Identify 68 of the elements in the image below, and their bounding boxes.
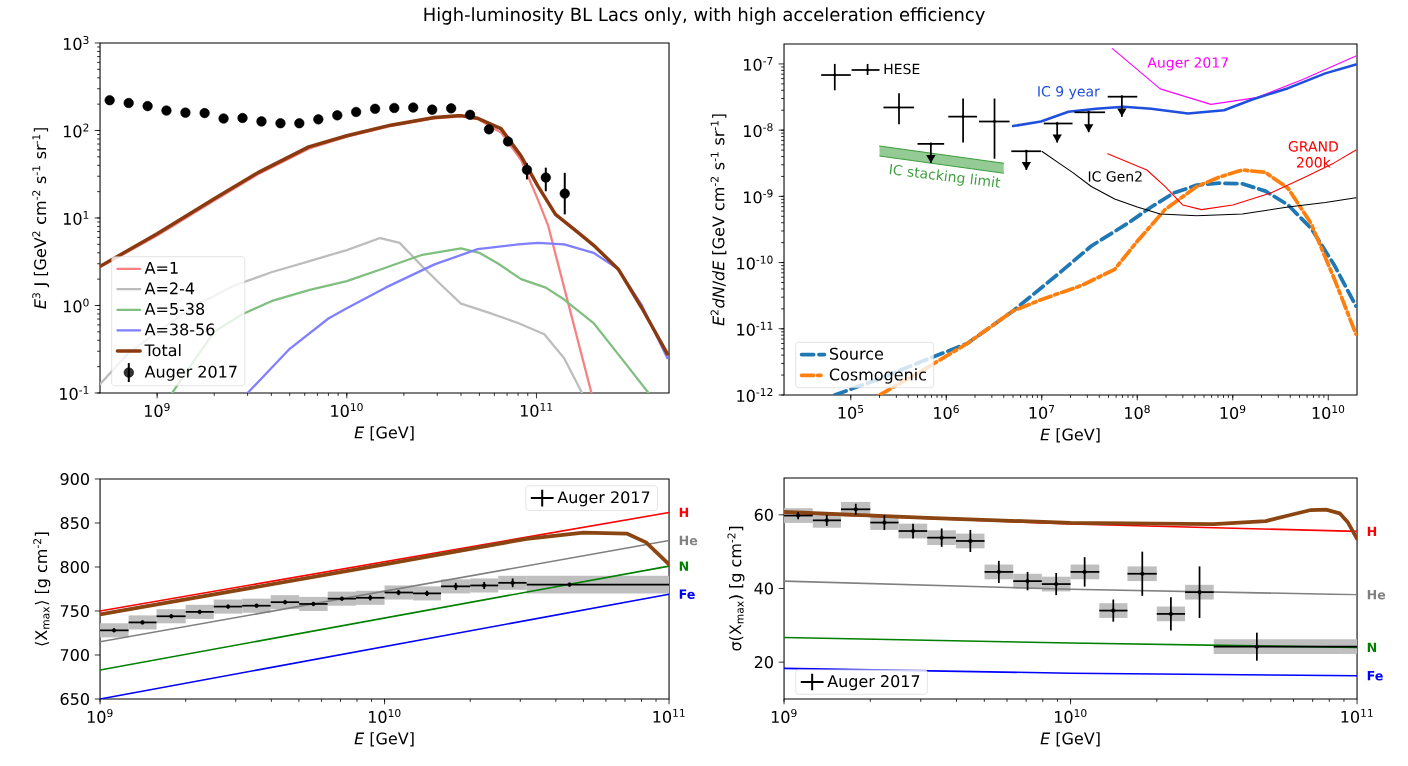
x-tick-label: 10$^{9}$ <box>771 709 797 723</box>
legend-label: Auger 2017 <box>144 365 237 381</box>
y-tick-label: 10$^{-12}$ <box>737 388 773 402</box>
y-axis-title: ⟨X$_{max}$⟩ [g cm$^{-2}$] <box>33 532 51 646</box>
x-tick-label: 10$^{9}$ <box>1220 405 1246 419</box>
y-tick-label: 750 <box>60 604 89 618</box>
y-tick-label: 10$^{-7}$ <box>744 57 773 71</box>
legend-label: A=38-56 <box>144 323 215 336</box>
x-axis-title: E [GeV] <box>354 426 414 441</box>
series-label: H <box>1367 526 1377 537</box>
x-tick-label: 10$^{9}$ <box>87 709 113 723</box>
series-label: HESE <box>884 63 920 75</box>
series-label: Fe <box>1367 671 1383 681</box>
y-tick-label: 650 <box>60 692 89 706</box>
legend-label: Source <box>829 347 884 360</box>
series-label: Fe <box>679 589 695 599</box>
x-tick-label: 10$^{5}$ <box>838 405 864 419</box>
series-label: GRAND 200k <box>1288 141 1338 168</box>
legend-label: A=5-38 <box>144 302 205 315</box>
x-tick-label: 10$^{11}$ <box>653 709 685 723</box>
x-tick-label: 10$^{9}$ <box>144 403 170 417</box>
y-tick-label: 40 <box>754 582 773 595</box>
series-label: N <box>679 561 689 571</box>
y-tick-label: 10$^{-9}$ <box>744 189 773 204</box>
series-label: IC Gen2 <box>1088 171 1142 182</box>
x-tick-label: 10$^{8}$ <box>1125 405 1150 419</box>
text: E$^{2}$dN/dE [GeV cm$^{-2}$ s$^{-1}$ sr$^{-1}$] <box>710 114 727 326</box>
y-tick-label: 60 <box>754 508 773 521</box>
y-tick-label: 900 <box>60 472 89 486</box>
legend-label: A=2-4 <box>144 282 195 295</box>
x-tick-label: 10$^{10}$ <box>1312 405 1345 419</box>
series-label: H <box>679 507 689 518</box>
y-tick-label: 10$^{1}$ <box>63 211 89 225</box>
x-tick-label: 10$^{11}$ <box>520 403 553 417</box>
series-label: N <box>1367 642 1377 653</box>
y-tick-label: 10$^{3}$ <box>63 36 89 50</box>
y-tick-label: 10$^{-10}$ <box>737 255 773 270</box>
x-tick-label: 10$^{11}$ <box>1341 709 1373 723</box>
x-tick-label: 10$^{6}$ <box>934 405 959 419</box>
y-tick-label: 800 <box>60 560 89 574</box>
y-tick-label: 20 <box>754 656 773 669</box>
y-tick-label: 10$^{2}$ <box>63 123 89 138</box>
legend-label: Total <box>144 343 181 357</box>
y-tick-label: 850 <box>60 516 89 530</box>
legend-label: A=1 <box>144 261 178 274</box>
series-label: He <box>1367 590 1386 600</box>
y-tick-label: 700 <box>60 648 89 662</box>
y-tick-label: 10$^{-8}$ <box>744 123 773 138</box>
x-axis-title: E [GeV] <box>1040 428 1100 443</box>
x-tick-label: 10$^{10}$ <box>1055 709 1087 723</box>
series-label: Auger 2017 <box>1147 57 1228 71</box>
series-label: He <box>679 535 698 546</box>
text: E$^{3}$ J [GeV$^{2}$ cm$^{-2}$ s$^{-1}$ sr$^{-1}$] <box>32 128 50 309</box>
x-tick-label: 10$^{10}$ <box>331 403 363 417</box>
x-tick-label: 10$^{10}$ <box>369 709 401 723</box>
x-axis-title: E [GeV] <box>1040 732 1100 747</box>
chart-title: High-luminosity BL Lacs only, with high acceleration efficiency <box>424 7 985 25</box>
x-tick-label: 10$^{7}$ <box>1029 405 1055 419</box>
y-tick-label: 10$^{-1}$ <box>60 386 89 400</box>
legend-label: Auger 2017 <box>827 675 920 691</box>
text: IC stacking limit <box>889 164 1001 188</box>
y-axis-title: σ(X$_{max}$) [g cm$^{-2}$] <box>727 526 745 651</box>
legend-label: Auger 2017 <box>557 491 650 507</box>
y-tick-label: 10$^{0}$ <box>63 298 89 313</box>
legend-label: Cosmogenic <box>829 368 926 384</box>
x-axis-title: E [GeV] <box>354 732 414 747</box>
y-tick-label: 10$^{-11}$ <box>737 321 773 336</box>
series-label: IC 9 year <box>1038 86 1100 100</box>
